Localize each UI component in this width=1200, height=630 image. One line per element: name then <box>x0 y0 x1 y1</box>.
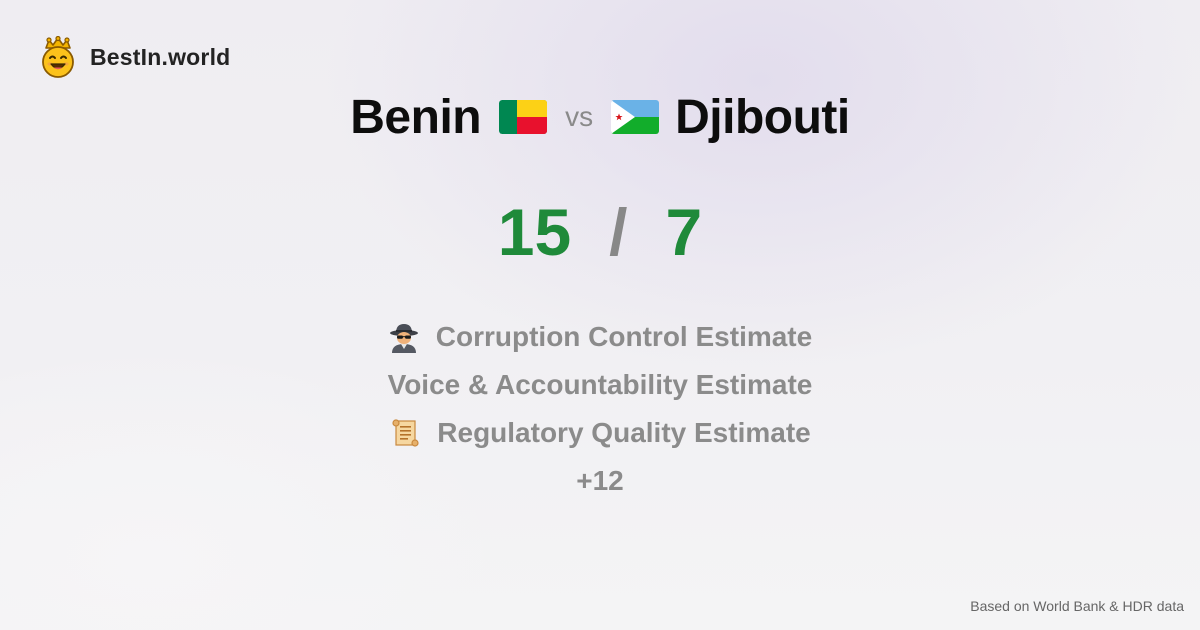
brand[interactable]: BestIn.world <box>40 36 230 78</box>
metric-item: Regulatory Quality Estimate <box>389 409 811 457</box>
djibouti-flag-icon <box>611 100 660 134</box>
right-score: 7 <box>665 195 703 269</box>
more-metrics-count: +12 <box>576 465 624 496</box>
metrics-list: Corruption Control Estimate Voice & Acco… <box>0 313 1200 505</box>
spy-icon <box>389 324 418 353</box>
benin-flag-icon <box>499 100 548 134</box>
metric-item: Corruption Control Estimate <box>388 313 812 361</box>
vs-label: vs <box>565 101 594 132</box>
metric-label: Voice & Accountability Estimate <box>387 369 813 400</box>
comparison-header: Benin vs Djibouti <box>0 86 1200 148</box>
brand-name: BestIn.world <box>90 43 231 70</box>
data-source-note: Based on World Bank & HDR data <box>970 598 1184 614</box>
scroll-icon <box>392 419 419 447</box>
right-country-name: Djibouti <box>675 90 850 144</box>
left-score: 15 <box>497 195 572 269</box>
metric-label: Regulatory Quality Estimate <box>437 417 811 448</box>
metric-item: Voice & Accountability Estimate <box>388 361 813 409</box>
score-display: 15 / 7 <box>0 194 1200 270</box>
crowned-smiley-icon <box>42 36 74 78</box>
left-country-name: Benin <box>350 90 482 144</box>
score-separator: / <box>609 195 628 269</box>
metric-label: Corruption Control Estimate <box>435 321 813 352</box>
